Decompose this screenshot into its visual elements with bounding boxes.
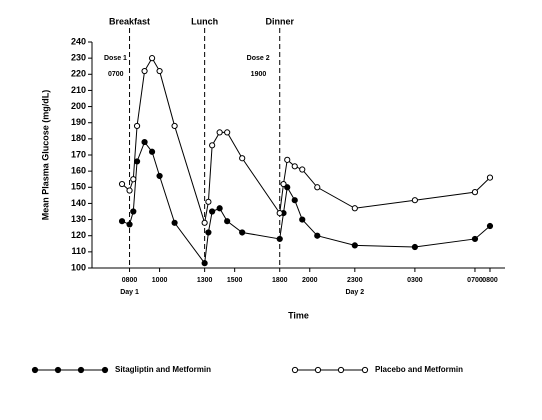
point	[205, 229, 212, 236]
point	[133, 122, 141, 130]
point	[284, 156, 291, 163]
y-axis-title: Mean Plasma Glucose (mg/dL)	[40, 90, 50, 221]
point	[280, 180, 287, 188]
point	[156, 67, 163, 75]
point	[205, 198, 212, 205]
event-label: Breakfast	[109, 16, 150, 26]
point	[209, 208, 216, 215]
y-tick-label: 220	[71, 69, 86, 79]
series-line	[121, 141, 491, 265]
point	[118, 218, 126, 225]
y-tick-label: 130	[71, 214, 86, 224]
point	[130, 176, 137, 183]
point	[276, 210, 283, 217]
point	[156, 172, 163, 180]
point	[141, 138, 148, 146]
legend-marker	[337, 366, 345, 374]
point	[411, 243, 418, 251]
point	[224, 129, 231, 136]
y-tick-label: 240	[71, 36, 86, 46]
point	[299, 216, 306, 223]
y-tick-label: 140	[71, 198, 86, 208]
point	[291, 197, 298, 204]
point	[201, 219, 208, 226]
x-tick-label: 1300	[197, 277, 213, 284]
dose-label: Dose 1	[104, 55, 127, 62]
point	[486, 174, 494, 181]
dose-time: 1900	[251, 71, 267, 78]
series-line	[121, 57, 491, 223]
point	[239, 155, 246, 162]
x-tick-label: 2300	[347, 277, 363, 284]
point	[118, 180, 126, 188]
point	[351, 205, 358, 212]
point	[126, 187, 133, 194]
day-label: Day 2	[345, 289, 364, 296]
point	[148, 148, 156, 155]
point	[314, 232, 321, 239]
y-tick-label: 190	[71, 117, 86, 127]
y-tick-label: 150	[71, 182, 86, 192]
point	[291, 163, 298, 170]
y-tick-label: 180	[71, 133, 86, 143]
point	[148, 55, 156, 62]
y-tick-label: 170	[71, 149, 86, 159]
x-tick-label: 1500	[227, 277, 243, 284]
legend-label: Placebo and Metformin	[375, 365, 463, 374]
point	[411, 197, 418, 204]
x-tick-label: 0800	[482, 277, 498, 284]
y-tick-label: 200	[71, 101, 86, 111]
point	[171, 122, 178, 130]
x-tick-label: 2000	[302, 277, 318, 284]
point	[216, 129, 223, 136]
point	[314, 184, 321, 191]
legend-marker	[361, 366, 369, 374]
x-tick-label: 0800	[122, 277, 138, 284]
x-tick-label: 1800	[272, 277, 288, 284]
y-tick-label: 210	[71, 85, 86, 95]
y-tick-label: 120	[71, 230, 86, 240]
y-tick-label: 100	[71, 262, 86, 272]
point	[471, 235, 479, 243]
point	[209, 142, 216, 149]
day-label: Day 1	[120, 289, 139, 296]
legend-marker	[291, 366, 299, 374]
legend-label: Sitagliptin and Metformin	[115, 365, 211, 374]
point	[276, 235, 283, 243]
y-tick-label: 230	[71, 53, 86, 63]
x-axis-title: Time	[288, 310, 309, 320]
point	[299, 166, 306, 173]
point	[284, 184, 291, 191]
x-tick-label: 0700	[467, 277, 483, 284]
dose-time: 0700	[108, 71, 124, 78]
point	[133, 158, 141, 165]
point	[216, 205, 223, 212]
point	[351, 242, 358, 249]
event-label: Lunch	[191, 16, 218, 26]
x-tick-label: 1000	[152, 277, 168, 284]
point	[130, 208, 137, 215]
legend-marker	[77, 366, 85, 374]
y-tick-label: 160	[71, 166, 86, 176]
legend-marker	[314, 366, 322, 374]
legend-marker	[54, 366, 62, 374]
legend-marker	[101, 366, 109, 374]
point	[486, 222, 494, 230]
event-label: Dinner	[265, 16, 294, 26]
y-tick-label: 110	[71, 246, 86, 256]
point	[471, 189, 479, 196]
point	[224, 218, 231, 225]
point	[141, 67, 148, 75]
point	[171, 219, 178, 226]
legend-marker	[31, 366, 39, 374]
point	[126, 221, 133, 228]
dose-label: Dose 2	[247, 55, 270, 62]
point	[239, 229, 246, 236]
point	[201, 260, 208, 267]
x-tick-label: 0300	[407, 277, 423, 284]
